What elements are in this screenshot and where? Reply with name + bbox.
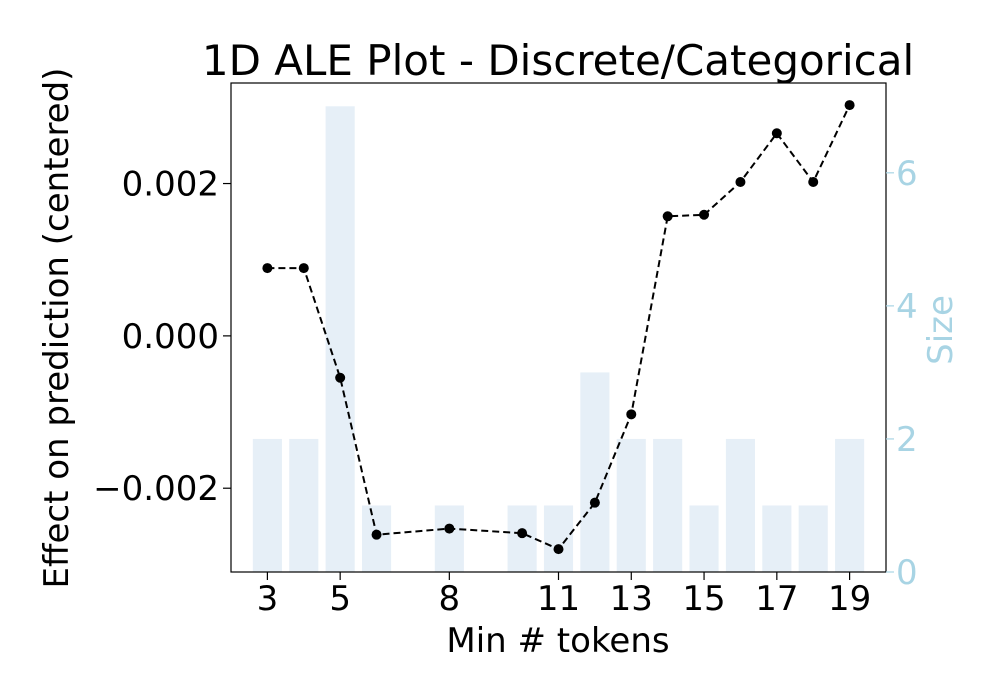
size-bar xyxy=(798,505,828,572)
effect-point xyxy=(335,372,346,383)
effect-point xyxy=(699,209,710,220)
size-bar xyxy=(725,438,755,572)
chart-title: 1D ALE Plot - Discrete/Categorical xyxy=(202,36,914,85)
size-bar xyxy=(835,438,865,572)
effect-point xyxy=(808,177,819,188)
size-bar xyxy=(616,438,646,572)
effect-point xyxy=(553,544,564,555)
effect-point xyxy=(298,263,309,274)
size-bar xyxy=(325,106,355,573)
effect-point xyxy=(662,211,673,222)
y-tick-label: 0.000 xyxy=(122,317,219,357)
size-bar xyxy=(289,438,319,572)
size-bar xyxy=(507,505,537,572)
size-bar xyxy=(580,372,610,572)
effect-point xyxy=(444,523,455,534)
x-axis-label: Min # tokens xyxy=(446,621,669,661)
size-bar xyxy=(434,505,464,572)
x-tick-label: 3 xyxy=(257,579,279,619)
effect-point xyxy=(262,263,273,274)
y-right-tick-label: 2 xyxy=(896,420,918,460)
x-tick-label: 5 xyxy=(329,579,351,619)
size-bar xyxy=(689,505,719,572)
y-right-tick-label: 6 xyxy=(896,154,918,194)
x-tick-label: 8 xyxy=(439,579,461,619)
y-tick-label: −0.002 xyxy=(93,469,219,509)
size-bar xyxy=(252,438,282,572)
size-bars xyxy=(252,106,865,573)
y-tick-label: 0.002 xyxy=(122,165,219,205)
effect-point xyxy=(517,528,528,539)
x-tick-label: 13 xyxy=(610,579,653,619)
effect-point xyxy=(371,529,382,540)
effect-point xyxy=(589,497,600,508)
x-tick-label: 17 xyxy=(755,579,798,619)
y-axis-right-label: Size xyxy=(921,295,961,365)
size-bar xyxy=(543,505,574,572)
x-tick-label: 19 xyxy=(828,579,871,619)
effect-point xyxy=(771,128,782,139)
y-right-tick-label: 0 xyxy=(896,553,918,593)
effect-line xyxy=(267,104,851,551)
y-axis-left: 0.002 0.000 −0.002 xyxy=(93,165,231,509)
y-axis-label: Effect on prediction (centered) xyxy=(37,68,77,589)
y-right-tick-label: 4 xyxy=(896,287,918,327)
y-axis-right: 0 2 4 6 xyxy=(886,154,918,593)
x-tick-label: 15 xyxy=(682,579,725,619)
size-bar xyxy=(653,438,683,572)
x-tick-label: 11 xyxy=(537,579,580,619)
effect-point xyxy=(844,100,855,111)
size-bar xyxy=(762,505,792,572)
effect-line-series xyxy=(262,100,855,555)
x-axis: 3 5 8 11 13 15 17 19 xyxy=(257,572,871,619)
effect-point xyxy=(735,177,746,188)
effect-point xyxy=(626,409,637,420)
